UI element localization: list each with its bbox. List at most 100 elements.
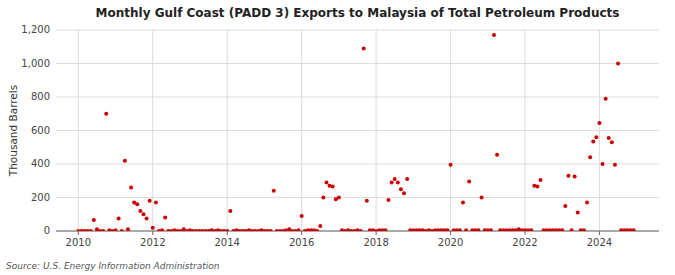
point [582,228,586,231]
point [318,224,322,228]
point [148,199,152,203]
point [365,199,369,203]
point [480,196,484,200]
y-axis-label: Thousand Barrels [7,85,19,177]
point [616,62,620,66]
point [585,201,589,205]
point [331,185,335,189]
point [607,136,611,140]
points [76,33,635,231]
point [467,180,471,184]
point [591,139,595,143]
chart-container: 02004006008001,0001,20020102012201420162… [0,0,675,275]
x-tick-label: 2016 [289,237,314,248]
y-tick-label: 600 [31,125,50,136]
point [390,180,394,184]
point [489,228,493,231]
point [138,209,142,213]
point [576,211,580,215]
point [154,201,158,205]
x-tick-label: 2018 [363,237,388,248]
y-tick-label: 200 [31,192,50,203]
y-grid-line [56,197,659,198]
point [269,229,273,231]
point [464,228,468,231]
point [135,202,139,206]
point [151,226,155,230]
point [163,216,167,220]
x-tick [599,231,600,235]
x-tick-label: 2010 [66,237,91,248]
x-tick-label: 2024 [587,237,612,248]
x-tick [301,231,302,235]
point [272,189,276,193]
point [89,229,93,231]
point [402,191,406,195]
x-tick-label: 2014 [214,237,239,248]
point [492,33,496,37]
point [476,228,480,231]
point [529,228,533,231]
point [396,180,400,184]
y-tick-label: 800 [31,91,50,102]
point [601,162,605,166]
x-tick [152,231,153,235]
point [120,229,124,231]
x-grid-line [450,30,451,231]
y-grid-line [56,63,659,64]
point [123,159,127,163]
y-grid-line [56,164,659,165]
point [445,228,449,231]
point [399,187,403,191]
point [92,218,96,222]
point [613,163,617,167]
x-tick [450,231,451,235]
background [0,0,675,275]
point [324,180,328,184]
point [570,228,574,231]
y-grid-line [56,30,659,31]
x-grid-line [525,30,526,231]
point [449,163,453,167]
grid [56,30,659,231]
x-grid-line [227,30,228,231]
source-note: Source: U.S. Energy Information Administ… [6,261,220,271]
x-grid-line [376,30,377,231]
point [560,228,564,231]
point [321,196,325,200]
y-grid-line [56,130,659,131]
point [535,185,539,189]
point [101,229,105,231]
point [359,229,363,231]
x-grid-line [78,30,79,231]
point [383,228,387,231]
y-tick-label: 0 [44,225,50,236]
chart: 02004006008001,0001,20020102012201420162… [0,0,675,275]
point [632,228,636,231]
point [604,97,608,101]
x-tick [376,231,377,235]
x-grid-line [152,30,153,231]
x-tick [525,231,526,235]
point [495,153,499,157]
y-grid-line [56,97,659,98]
y-tick-label: 400 [31,158,50,169]
x-tick-label: 2022 [512,237,537,248]
title: Monthly Gulf Coast (PADD 3) Exports to M… [96,6,620,20]
point [573,175,577,179]
x-tick-label: 2020 [438,237,463,248]
x-grid-line [301,30,302,231]
point [297,228,301,231]
point [588,155,592,159]
point [114,228,118,231]
x-tick [78,231,79,235]
point [228,209,232,213]
point [458,228,462,231]
point [225,229,229,231]
point [129,185,133,189]
point [597,121,601,125]
point [387,198,391,202]
point [461,201,465,205]
point [566,174,570,178]
point [315,229,319,231]
